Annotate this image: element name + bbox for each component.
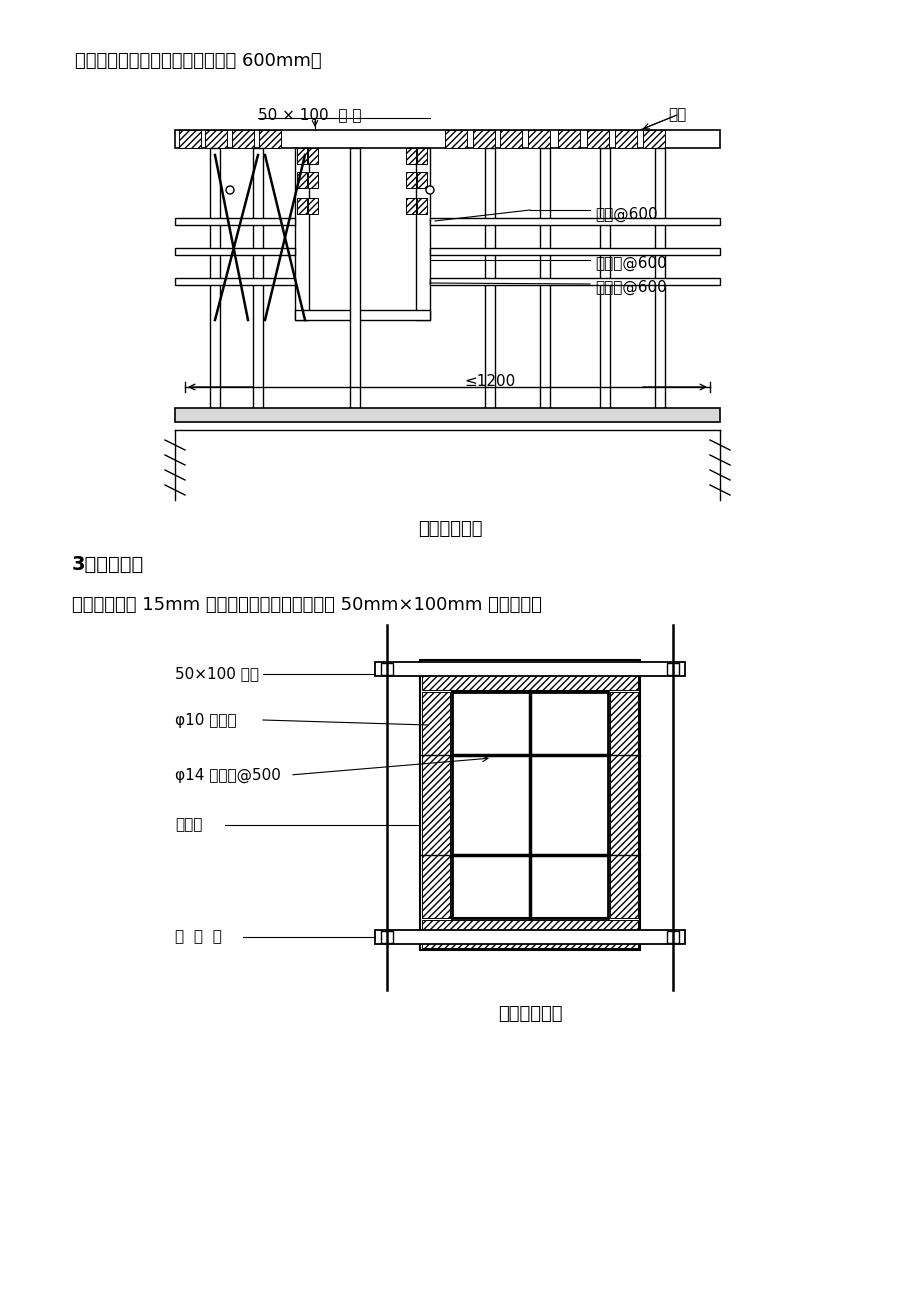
Bar (175, 247, 295, 255)
Text: 面板: 面板 (667, 107, 686, 122)
Bar (380, 931, 392, 943)
Bar (429, 247, 720, 255)
Bar (175, 217, 295, 225)
Bar (308, 148, 318, 164)
Bar (308, 172, 318, 187)
Bar (380, 663, 392, 674)
Text: 柱模面板采用 15mm 厚多层板。龙骨采用截面为 50mm×100mm 的方木。其: 柱模面板采用 15mm 厚多层板。龙骨采用截面为 50mm×100mm 的方木。… (72, 596, 541, 615)
Bar (445, 130, 467, 148)
Bar (375, 661, 685, 676)
Text: 多层板: 多层板 (175, 818, 202, 832)
Text: 50×100 方木: 50×100 方木 (175, 667, 259, 681)
Bar (295, 310, 429, 320)
Text: 夹模杆@600: 夹模杆@600 (595, 280, 666, 294)
Bar (586, 130, 608, 148)
Circle shape (425, 186, 434, 194)
Bar (420, 660, 640, 950)
Bar (297, 198, 307, 214)
Bar (599, 148, 609, 410)
Bar (666, 663, 678, 674)
Text: 杆）一般沿梁长设置，间距不大于 600mm。: 杆）一般沿梁长设置，间距不大于 600mm。 (75, 52, 322, 70)
Bar (405, 148, 415, 164)
Text: ≤1200: ≤1200 (464, 374, 515, 389)
Bar (422, 661, 637, 690)
Text: 3、柱模配设: 3、柱模配设 (72, 555, 144, 574)
Bar (405, 198, 415, 214)
Bar (297, 172, 307, 187)
Bar (642, 130, 664, 148)
Bar (484, 148, 494, 410)
Bar (451, 691, 607, 918)
Text: 钒  管  筠: 钒 管 筠 (175, 930, 221, 944)
Bar (415, 148, 429, 320)
Bar (295, 148, 309, 320)
Bar (416, 172, 426, 187)
Bar (175, 279, 295, 285)
Bar (308, 198, 318, 214)
Bar (205, 130, 227, 148)
Bar (429, 279, 720, 285)
Bar (422, 691, 449, 918)
Bar (499, 130, 521, 148)
Bar (259, 130, 280, 148)
Bar (232, 130, 254, 148)
Bar (422, 921, 637, 948)
Bar (416, 198, 426, 214)
Bar (405, 172, 415, 187)
Bar (654, 148, 664, 410)
Bar (349, 148, 359, 410)
Bar (179, 130, 200, 148)
Bar (416, 148, 426, 164)
Bar (253, 148, 263, 410)
Bar (429, 217, 720, 225)
Circle shape (226, 186, 233, 194)
Text: 50 × 100  方 木: 50 × 100 方 木 (258, 107, 361, 122)
Bar (375, 930, 685, 944)
Text: φ10 撇模棍: φ10 撇模棍 (175, 712, 236, 728)
Text: φ14 对拉杆@500: φ14 对拉杆@500 (175, 767, 280, 783)
Bar (472, 130, 494, 148)
Text: 斜撇杆@600: 斜撇杆@600 (595, 255, 666, 271)
Bar (666, 931, 678, 943)
Bar (539, 148, 550, 410)
Text: 梁、板加固图: 梁、板加固图 (417, 519, 482, 538)
Bar (175, 130, 720, 148)
Bar (175, 408, 720, 422)
Bar (528, 130, 550, 148)
Bar (210, 148, 220, 410)
Bar (297, 148, 307, 164)
Bar (558, 130, 579, 148)
Text: 柱配模加固图: 柱配模加固图 (497, 1005, 562, 1023)
Bar (614, 130, 636, 148)
Text: 钒管@600: 钒管@600 (595, 207, 657, 221)
Bar (609, 691, 637, 918)
